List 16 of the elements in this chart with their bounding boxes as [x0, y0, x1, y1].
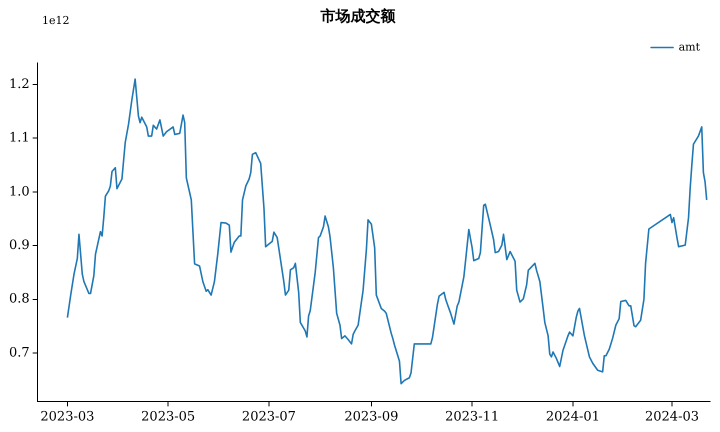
- x-tick-label: 2023-03: [40, 410, 94, 425]
- x-tick-label: 2024-01: [546, 410, 600, 425]
- y-tick-label: 0.8: [8, 292, 30, 307]
- x-tick-label: 2023-05: [141, 410, 196, 425]
- x-tick-label: 2023-07: [242, 410, 296, 425]
- legend-label: amt: [678, 40, 701, 54]
- y-tick-label: 0.9: [8, 238, 30, 254]
- y-tick-label: 0.7: [8, 345, 30, 360]
- text: 1e12: [42, 14, 70, 27]
- y-tick-label: 1.0: [8, 184, 30, 200]
- y-tick-label: 1.2: [8, 76, 30, 92]
- x-tick-label: 2023-11: [445, 410, 500, 425]
- x-tick-label: 2023-09: [344, 410, 398, 425]
- y-tick-label: 1.1: [8, 130, 30, 146]
- chart-title: 市场成交额: [320, 6, 396, 25]
- x-tick-label: 2024-03: [644, 410, 700, 425]
